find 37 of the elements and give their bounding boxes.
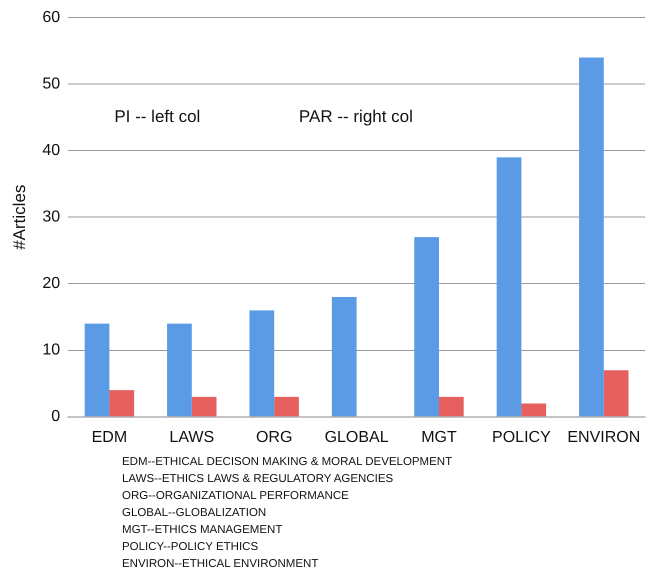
bar: [84, 324, 110, 416]
text: ENVIRON--ETHICAL ENVIRONMENT: [122, 557, 320, 572]
x-tick-label: ENVIRON: [567, 428, 640, 446]
text: MGT--ETHICS MANAGEMENT: [122, 523, 284, 538]
bar: [604, 370, 629, 416]
bar: [579, 58, 604, 416]
bar: [167, 324, 192, 416]
text: POLICY--POLICY ETHICS: [122, 540, 260, 555]
x-tick-label: EDM: [92, 428, 128, 446]
y-tick-label: 20: [42, 275, 60, 292]
annotation: PAR -- right col: [298, 107, 413, 126]
y-axis-title: #Articles: [10, 184, 29, 250]
y-tick-label: 30: [42, 208, 60, 226]
y-tick-label: 60: [42, 9, 60, 26]
x-tick-label: MGT: [421, 428, 457, 446]
text: LAWS--ETHICS LAWS & REGULATORY AGENCIES: [122, 472, 394, 487]
bar: [439, 396, 464, 416]
y-tick-label: 10: [42, 342, 60, 359]
bar: [496, 157, 522, 416]
annotation: PI -- left col: [114, 107, 200, 126]
bar: [414, 237, 439, 416]
text: GLOBAL--GLOBALIZATION: [122, 506, 268, 521]
bar: [249, 310, 274, 416]
bar: [192, 396, 217, 416]
x-tick-label: GLOBAL: [324, 428, 389, 446]
x-tick-label: POLICY: [492, 428, 552, 446]
text: EDM--ETHICAL DECISON MAKING & MORAL DEVELOPMENT: [122, 455, 454, 470]
text: ORG--ORGANIZATIONAL PERFORMANCE: [122, 489, 350, 504]
bar: [109, 390, 134, 416]
bar: [521, 403, 546, 416]
bar: [332, 297, 357, 416]
y-tick-label: 50: [42, 76, 60, 93]
y-tick-label: 0: [51, 408, 60, 426]
x-tick-label: LAWS: [169, 428, 214, 446]
bar: [274, 396, 299, 416]
x-tick-label: ORG: [256, 428, 292, 446]
y-tick-label: 40: [42, 142, 60, 160]
